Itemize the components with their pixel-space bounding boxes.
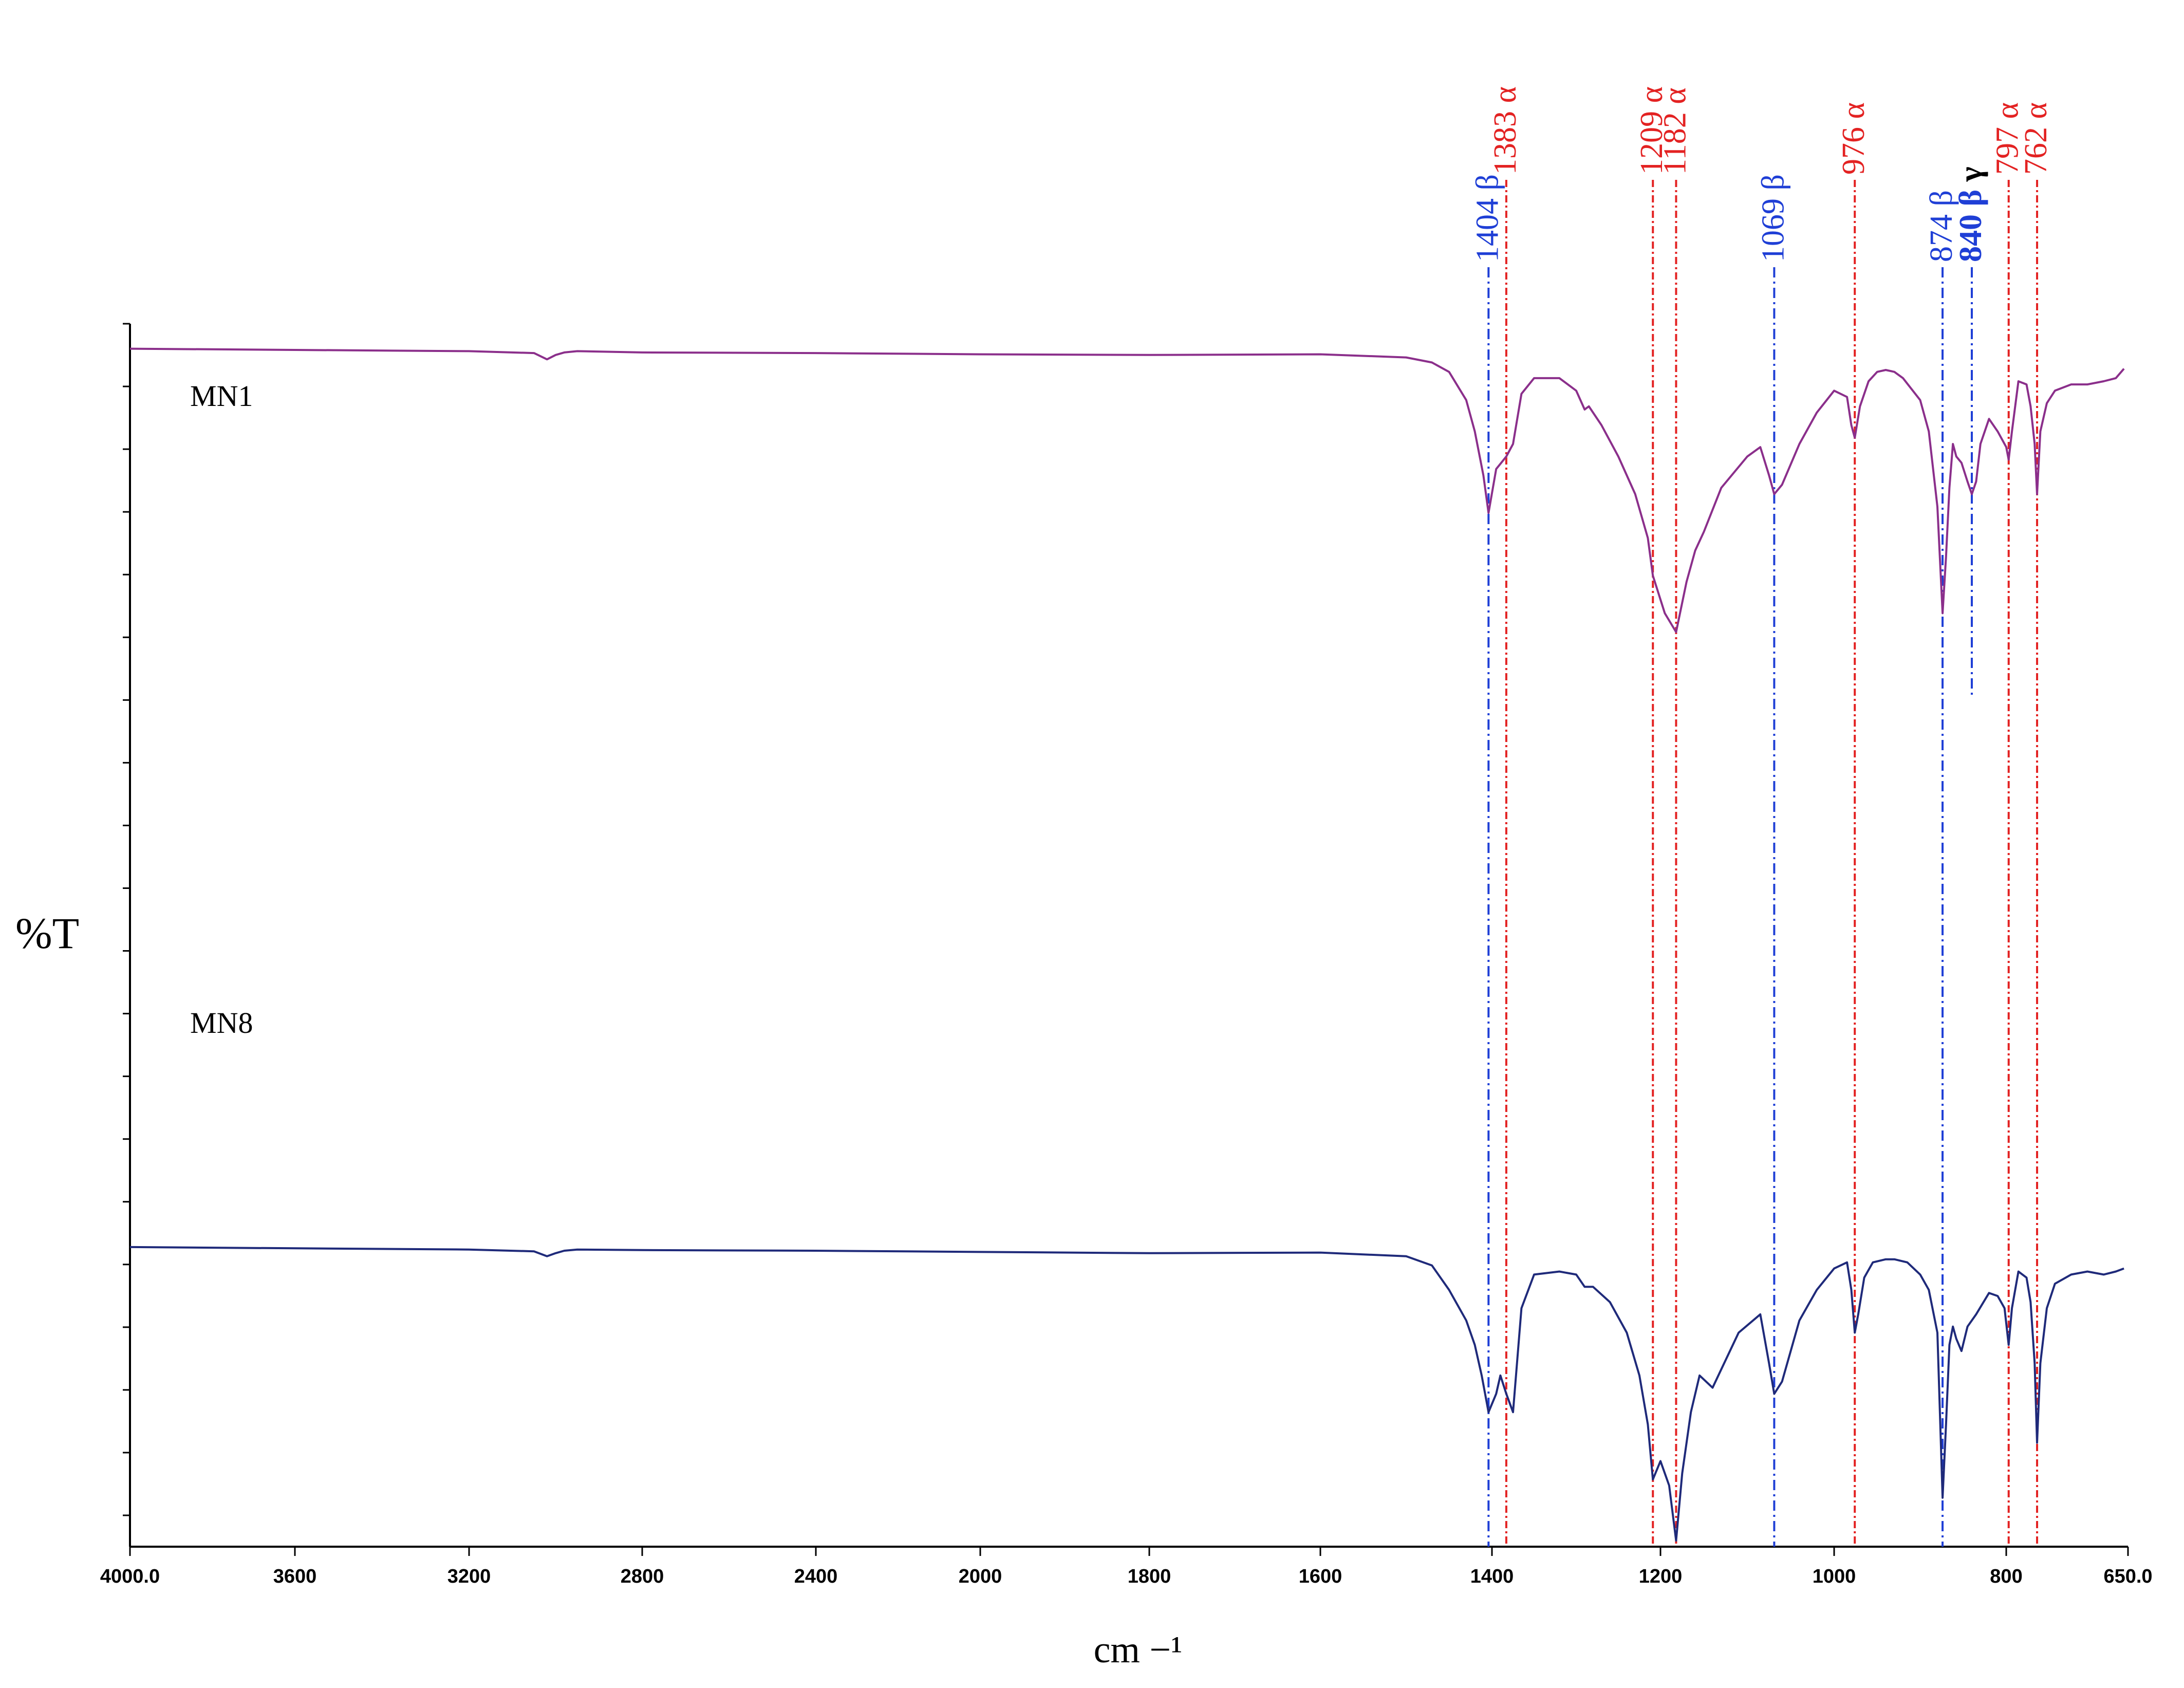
peak-label: 797 α	[1990, 102, 2025, 175]
x-tick-label: 2000	[959, 1566, 1002, 1587]
series-label-mn1: MN1	[190, 379, 253, 413]
series-line-mn1	[129, 347, 2125, 633]
peak-label: 840 β γ	[1953, 166, 1988, 262]
text-labels: %T cm −¹ MN1 MN8	[15, 379, 1182, 1671]
x-tick-label: 3600	[273, 1566, 317, 1587]
x-tick-label: 1000	[1813, 1566, 1856, 1587]
x-tick-label: 1600	[1299, 1566, 1342, 1587]
peak-guide-lines	[1487, 180, 2039, 1547]
x-tick-label: 3200	[447, 1566, 491, 1587]
axes-group: 4000.0 3600 3200 2800 2400 2000 1800 1600 1400 12…	[100, 323, 2153, 1587]
x-tick-label: 2800	[621, 1566, 664, 1587]
peak-label: 1182 α	[1657, 87, 1692, 175]
x-tick-label: 650.0	[2103, 1566, 2152, 1587]
spectrum-series	[129, 347, 2125, 1542]
peak-label: 1069 β	[1756, 174, 1790, 262]
x-tick-label: 2400	[794, 1566, 838, 1587]
x-tick-label: 4000.0	[100, 1566, 160, 1587]
x-axis-label: cm −¹	[1094, 1629, 1183, 1671]
peak-label: 1383 α	[1488, 86, 1523, 175]
peak-label: 1209 α	[1634, 86, 1669, 175]
peak-label: 1404 β	[1470, 174, 1505, 262]
peak-label: 976 α	[1836, 102, 1871, 175]
y-axis-label: %T	[15, 908, 79, 958]
x-tick-label: 1800	[1128, 1566, 1171, 1587]
peak-label: 762 α	[2019, 102, 2054, 175]
series-line-mn8	[129, 1246, 2124, 1542]
peak-label-extra: γ	[1953, 166, 1988, 190]
x-tick-label: 800	[1990, 1566, 2022, 1587]
series-label-mn8: MN8	[190, 1006, 253, 1040]
peak-label: 874 β	[1924, 190, 1959, 262]
x-tick-label: 1400	[1470, 1566, 1514, 1587]
x-tick-label: 1200	[1639, 1566, 1683, 1587]
